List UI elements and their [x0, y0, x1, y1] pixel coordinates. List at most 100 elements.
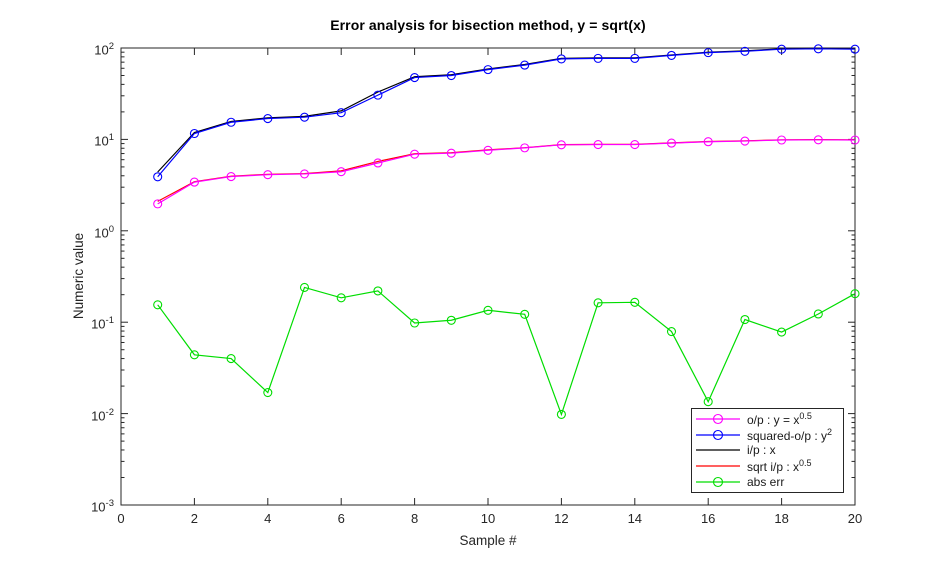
y-tick-label: 100 — [94, 223, 114, 241]
marker-squared-output — [777, 44, 787, 54]
legend-marker-icon — [712, 477, 724, 488]
marker-squared-output — [556, 54, 566, 64]
marker-output — [226, 172, 236, 182]
marker-squared-output — [226, 117, 236, 127]
marker-squared-output — [740, 46, 750, 56]
marker-abs-error — [703, 397, 713, 407]
marker-abs-error — [410, 318, 420, 328]
x-tick-label: 2 — [190, 511, 198, 526]
marker-squared-output — [153, 172, 163, 182]
x-tick-label: 0 — [117, 511, 125, 526]
marker-squared-output — [299, 112, 310, 122]
marker-output — [299, 169, 310, 179]
marker-output — [410, 149, 420, 159]
legend-item-squared-output: squared-o/p : y2 — [692, 426, 843, 443]
legend-swatch-sqrt-input — [696, 465, 740, 467]
marker-abs-error — [556, 409, 566, 419]
x-tick-label: 16 — [700, 511, 716, 526]
marker-output — [813, 135, 823, 145]
marker-squared-output — [410, 73, 420, 83]
legend-marker-icon — [712, 413, 724, 424]
marker-output — [850, 135, 860, 145]
marker-abs-error — [373, 286, 383, 296]
marker-output — [336, 167, 346, 177]
legend-label: abs err — [747, 475, 785, 490]
marker-squared-output — [520, 60, 530, 70]
marker-abs-error — [666, 327, 677, 337]
marker-squared-output — [666, 50, 677, 60]
y-tick-label: 10-1 — [91, 315, 114, 332]
legend-item-input: i/p : x — [692, 443, 843, 458]
marker-abs-error — [520, 309, 530, 319]
legend-label: squared-o/p : y2 — [747, 426, 833, 443]
marker-squared-output — [446, 70, 456, 81]
marker-output — [446, 148, 456, 158]
legend-label: i/p : x — [747, 443, 776, 458]
marker-output — [373, 158, 383, 168]
marker-abs-error — [446, 315, 456, 325]
legend: o/p : y = x0.5 squared-o/p : y2 i/p : x sqr… — [691, 408, 844, 493]
x-tick-label: 4 — [264, 511, 272, 526]
marker-squared-output — [593, 53, 603, 63]
marker-output — [703, 137, 713, 147]
marker-output — [263, 170, 273, 180]
marker-output — [777, 135, 787, 145]
series-line-abs-error — [157, 286, 856, 417]
marker-abs-error — [813, 309, 823, 319]
marker-squared-output — [483, 65, 493, 75]
marker-squared-output — [263, 114, 273, 124]
marker-abs-error — [777, 327, 787, 337]
marker-output — [630, 140, 640, 150]
marker-output — [153, 199, 163, 209]
legend-label: o/p : y = x0.5 — [747, 410, 812, 427]
legend-label: sqrt i/p : x0.5 — [747, 458, 812, 475]
x-tick-label: 18 — [774, 511, 789, 526]
x-tick-label: 8 — [410, 511, 419, 526]
marker-output — [593, 140, 603, 150]
marker-output — [556, 140, 566, 150]
legend-item-sqrt-input: sqrt i/p : x0.5 — [692, 458, 843, 475]
marker-abs-error — [263, 387, 273, 398]
legend-item-output: o/p : y = x0.5 — [692, 410, 843, 427]
marker-squared-output — [189, 128, 199, 139]
marker-squared-output — [373, 90, 383, 100]
marker-abs-error — [483, 305, 493, 315]
marker-squared-output — [336, 108, 346, 118]
marker-abs-error — [226, 354, 236, 364]
marker-squared-output — [850, 44, 860, 54]
marker-abs-error — [336, 293, 346, 303]
x-axis-label: Sample # — [459, 533, 517, 548]
marker-abs-error — [630, 297, 640, 307]
marker-output — [520, 143, 530, 153]
marker-abs-error — [740, 314, 750, 325]
series-line-squared-output — [157, 48, 856, 178]
legend-item-abs-error: abs err — [692, 475, 843, 490]
marker-abs-error — [153, 300, 163, 310]
marker-output — [189, 177, 199, 187]
marker-squared-output — [813, 44, 823, 54]
series-line-output — [157, 139, 856, 205]
y-tick-label: 10-2 — [91, 406, 114, 423]
legend-swatch-squared-output — [696, 429, 740, 440]
legend-marker-icon — [712, 429, 724, 440]
marker-abs-error — [299, 282, 310, 292]
marker-output — [740, 136, 750, 146]
marker-abs-error — [189, 350, 199, 360]
legend-swatch-output — [696, 413, 740, 424]
x-tick-label: 12 — [554, 511, 569, 526]
marker-abs-error — [593, 298, 603, 308]
x-tick-label: 20 — [847, 511, 863, 526]
chart-title: Error analysis for bisection method, y =… — [330, 17, 646, 33]
marker-abs-error — [850, 289, 860, 299]
marker-squared-output — [630, 53, 640, 63]
legend-swatch-input — [696, 449, 740, 452]
y-tick-label: 102 — [94, 41, 114, 58]
legend-swatch-abs-error — [696, 477, 740, 488]
y-tick-label: 10-3 — [91, 498, 114, 515]
x-tick-label: 14 — [627, 511, 643, 526]
marker-output — [483, 145, 493, 155]
y-tick-label: 101 — [94, 132, 114, 149]
marker-squared-output — [703, 48, 713, 58]
